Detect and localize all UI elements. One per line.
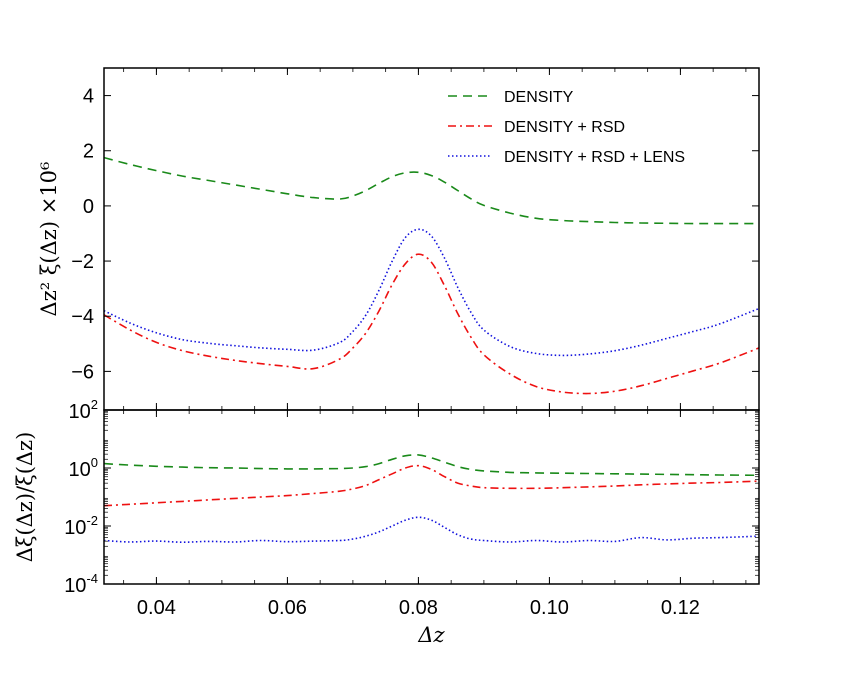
tick-layer [104, 68, 759, 585]
top-series-line-0 [104, 156, 759, 225]
x-tick-label: 0.08 [399, 597, 438, 619]
top-y-axis-label: Δz² ξ(Δz) ×10⁶ [37, 162, 61, 317]
legend: DENSITY DENSITY + RSD DENSITY + RSD + LENS [448, 89, 685, 166]
label-layer: 0.04 0.06 0.08 0.10 0.12 4 2 0 −2 −4 −6 102 100 10-2 1… [13, 86, 700, 647]
top-panel-frame [103, 67, 760, 411]
x-tick-label: 0.12 [661, 597, 700, 619]
bottom-y-axis-label: Δξ(Δz)/ξ(Δz) [13, 432, 37, 563]
x-tick-label: 0.04 [137, 597, 176, 619]
bottom-panel-frame [103, 409, 760, 585]
x-tick-label: 0.06 [268, 597, 307, 619]
top-y-tick-label: −4 [71, 306, 94, 328]
x-tick-label: 0.10 [530, 597, 569, 619]
top-panel-series [104, 156, 759, 395]
bottom-series-line-1 [104, 464, 759, 507]
bottom-y-tick-label: 100 [69, 455, 98, 481]
plot-area [103, 67, 760, 585]
bottom-series-line-0 [104, 454, 759, 477]
top-y-tick-label: 2 [83, 141, 94, 163]
legend-label-0: DENSITY [504, 89, 574, 106]
top-y-tick-label: 4 [83, 86, 94, 108]
bottom-y-tick-label: 102 [69, 397, 98, 423]
bottom-y-tick-label: 10-2 [64, 513, 98, 539]
legend-label-2: DENSITY + RSD + LENS [504, 149, 685, 166]
bottom-y-tick-label: 10-4 [64, 571, 98, 597]
top-y-tick-label: 0 [83, 196, 94, 218]
bottom-series-line-2 [104, 516, 759, 544]
top-series-line-1 [104, 253, 759, 395]
bottom-panel-series [104, 454, 759, 544]
top-y-tick-label: −6 [71, 361, 94, 383]
x-axis-label: Δz [417, 623, 445, 647]
top-y-tick-label: −2 [71, 251, 94, 273]
top-series-line-2 [104, 228, 759, 357]
legend-label-1: DENSITY + RSD [504, 119, 625, 136]
